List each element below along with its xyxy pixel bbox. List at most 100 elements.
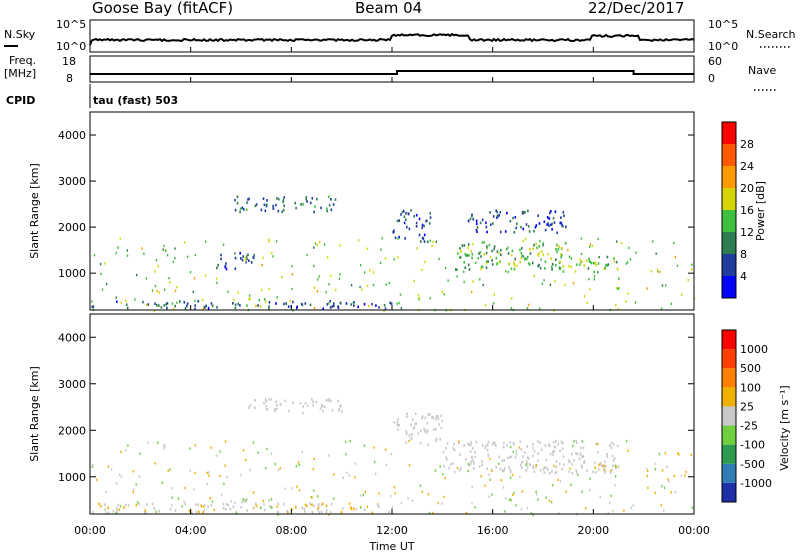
heatmap-cell bbox=[523, 257, 526, 261]
heatmap-cell bbox=[499, 467, 502, 471]
date-title: 22/Dec/2017 bbox=[588, 0, 684, 17]
heatmap-cell bbox=[224, 508, 227, 511]
heatmap-cell bbox=[663, 509, 665, 512]
heatmap-cell bbox=[544, 444, 547, 447]
power-panel-frame bbox=[89, 111, 695, 311]
heatmap-cell bbox=[421, 490, 423, 493]
heatmap-cell bbox=[522, 460, 524, 463]
heatmap-cell bbox=[170, 487, 173, 490]
heatmap-cell bbox=[115, 296, 117, 299]
heatmap-cell bbox=[565, 490, 567, 493]
heatmap-cell bbox=[443, 293, 445, 296]
heatmap-cell bbox=[420, 429, 422, 433]
heatmap-cell bbox=[463, 261, 465, 264]
heatmap-cell bbox=[532, 466, 534, 470]
heatmap-cell bbox=[554, 445, 557, 449]
heatmap-cell bbox=[456, 268, 458, 272]
heatmap-cell bbox=[311, 397, 313, 401]
heatmap-cell bbox=[562, 463, 565, 466]
heatmap-cell bbox=[571, 472, 574, 475]
heatmap-cell bbox=[613, 457, 616, 460]
heatmap-cell bbox=[611, 454, 614, 458]
heatmap-cell bbox=[615, 260, 618, 264]
heatmap-cell bbox=[98, 502, 100, 506]
heatmap-cell bbox=[305, 504, 308, 508]
heatmap-cell bbox=[229, 507, 232, 511]
heatmap-cell bbox=[548, 499, 551, 503]
heatmap-cell bbox=[265, 204, 268, 208]
heatmap-cell bbox=[260, 208, 263, 212]
ytick-label: 2000 bbox=[58, 221, 86, 234]
heatmap-cell bbox=[317, 504, 320, 507]
heatmap-cell bbox=[435, 417, 437, 421]
heatmap-cell bbox=[483, 241, 485, 244]
heatmap-cell bbox=[488, 243, 491, 247]
heatmap-cell bbox=[266, 447, 268, 451]
velocity-heatmap bbox=[91, 397, 694, 517]
heatmap-cell bbox=[257, 451, 259, 454]
heatmap-cell bbox=[606, 255, 609, 259]
heatmap-cell bbox=[658, 452, 660, 456]
heatmap-cell bbox=[415, 221, 418, 225]
heatmap-cell bbox=[321, 502, 324, 506]
heatmap-cell bbox=[378, 492, 380, 495]
heatmap-cell bbox=[166, 302, 169, 305]
heatmap-cell bbox=[174, 304, 176, 308]
heatmap-cell bbox=[554, 471, 557, 475]
heatmap-cell bbox=[665, 284, 667, 287]
heatmap-cell bbox=[535, 490, 537, 493]
heatmap-cell bbox=[535, 224, 538, 227]
heatmap-cell bbox=[529, 463, 532, 467]
heatmap-cell bbox=[680, 474, 683, 478]
heatmap-cell bbox=[275, 302, 277, 305]
heatmap-cell bbox=[646, 287, 648, 290]
heatmap-cell bbox=[519, 440, 521, 444]
heatmap-cell bbox=[583, 460, 586, 463]
heatmap-cell bbox=[515, 453, 518, 456]
heatmap-cell bbox=[158, 291, 160, 294]
heatmap-cell bbox=[526, 466, 529, 469]
heatmap-cell bbox=[170, 504, 173, 507]
heatmap-cell bbox=[328, 454, 330, 457]
heatmap-cell bbox=[167, 469, 169, 472]
heatmap-cell bbox=[252, 491, 255, 494]
freq-series-line bbox=[90, 70, 694, 75]
heatmap-cell bbox=[123, 506, 125, 509]
heatmap-cell bbox=[320, 403, 323, 407]
xtick-label: 00:00 bbox=[678, 524, 710, 537]
heatmap-cell bbox=[543, 466, 546, 469]
heatmap-cell bbox=[252, 441, 255, 444]
heatmap-cell bbox=[385, 283, 387, 286]
heatmap-cell bbox=[172, 260, 175, 263]
freq-label: Freq. bbox=[9, 54, 36, 67]
heatmap-cell bbox=[381, 237, 383, 240]
heatmap-cell bbox=[313, 489, 315, 492]
heatmap-cell bbox=[580, 446, 582, 449]
heatmap-cell bbox=[495, 466, 498, 469]
heatmap-cell bbox=[452, 462, 454, 465]
heatmap-cell bbox=[244, 257, 247, 260]
heatmap-cell bbox=[597, 262, 600, 265]
heatmap-cell bbox=[262, 499, 264, 503]
heatmap-cell bbox=[193, 277, 196, 280]
heatmap-cell bbox=[291, 287, 293, 291]
heatmap-cell bbox=[393, 486, 396, 489]
heatmap-cell bbox=[657, 270, 659, 273]
heatmap-cell bbox=[210, 302, 213, 305]
heatmap-cell bbox=[526, 507, 528, 510]
heatmap-cell bbox=[362, 493, 364, 497]
heatmap-cell bbox=[673, 241, 675, 245]
heatmap-cell bbox=[126, 254, 129, 257]
heatmap-cell bbox=[414, 422, 416, 426]
heatmap-cell bbox=[558, 245, 560, 248]
heatmap-cell bbox=[413, 279, 415, 283]
heatmap-cell bbox=[215, 277, 218, 280]
colorbar-swatch bbox=[722, 210, 736, 232]
heatmap-cell bbox=[519, 260, 522, 264]
heatmap-cell bbox=[207, 505, 209, 508]
heatmap-cell bbox=[242, 449, 245, 452]
heatmap-cell bbox=[441, 502, 443, 505]
heatmap-cell bbox=[524, 211, 526, 214]
heatmap-cell bbox=[234, 303, 237, 307]
heatmap-cell bbox=[426, 219, 428, 223]
